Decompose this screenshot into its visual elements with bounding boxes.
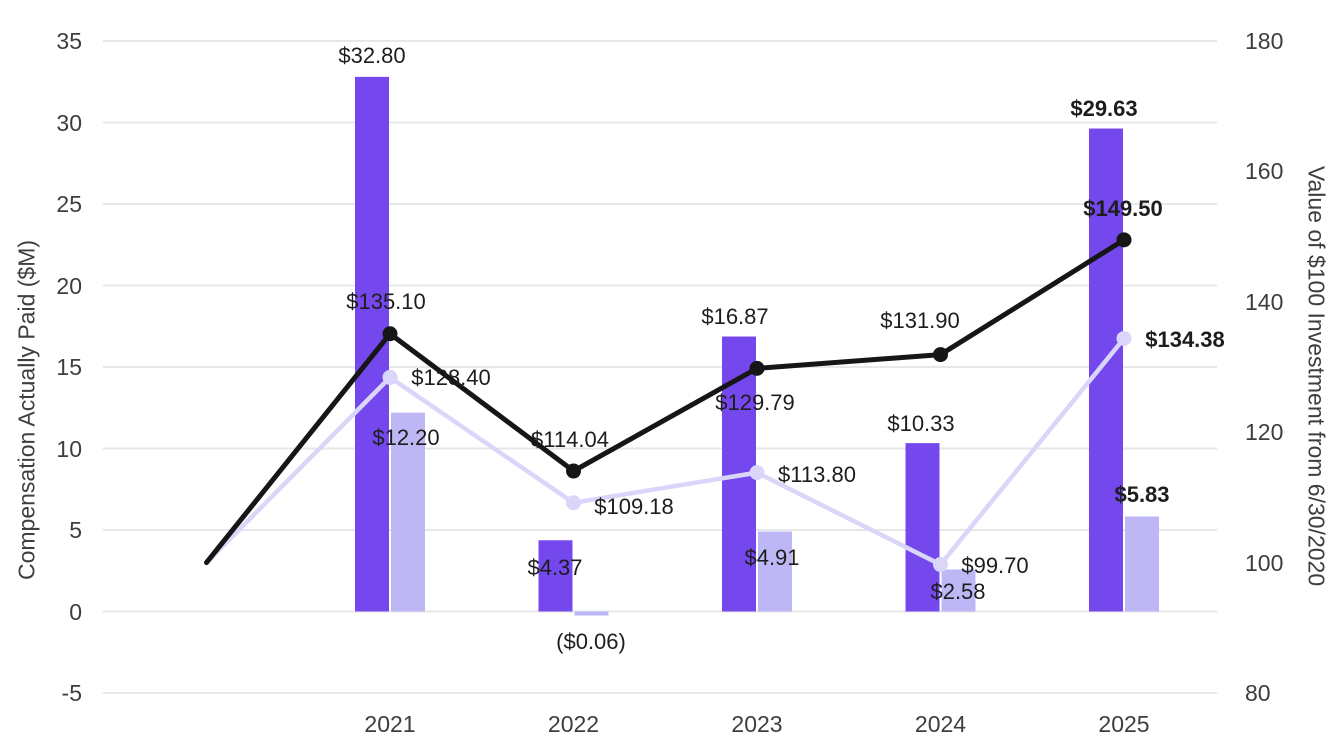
data-point-marker bbox=[566, 463, 581, 479]
bar-light bbox=[574, 611, 609, 616]
data-point-marker bbox=[933, 557, 948, 573]
line-black bbox=[204, 237, 1127, 566]
bar-light bbox=[1125, 516, 1159, 612]
data-point-marker bbox=[933, 347, 948, 363]
line-light bbox=[204, 336, 1127, 567]
data-point-marker bbox=[382, 326, 398, 342]
data-point-marker bbox=[1116, 330, 1132, 346]
bar-light bbox=[941, 569, 976, 612]
data-point-marker bbox=[749, 465, 765, 481]
bar-light bbox=[758, 531, 792, 612]
bar-dark bbox=[905, 443, 940, 612]
right-axis-title: Value of $100 Investment from 6/30/2020 bbox=[1303, 165, 1330, 587]
bar-light bbox=[391, 412, 425, 612]
bar-dark bbox=[1089, 128, 1123, 612]
bar-dark bbox=[538, 540, 573, 612]
data-point-marker bbox=[382, 369, 398, 385]
data-point-marker bbox=[566, 495, 581, 511]
data-point-marker bbox=[1116, 232, 1132, 248]
data-point-marker bbox=[749, 360, 765, 376]
left-axis-title: Compensation Actually Paid ($M) bbox=[13, 239, 40, 581]
